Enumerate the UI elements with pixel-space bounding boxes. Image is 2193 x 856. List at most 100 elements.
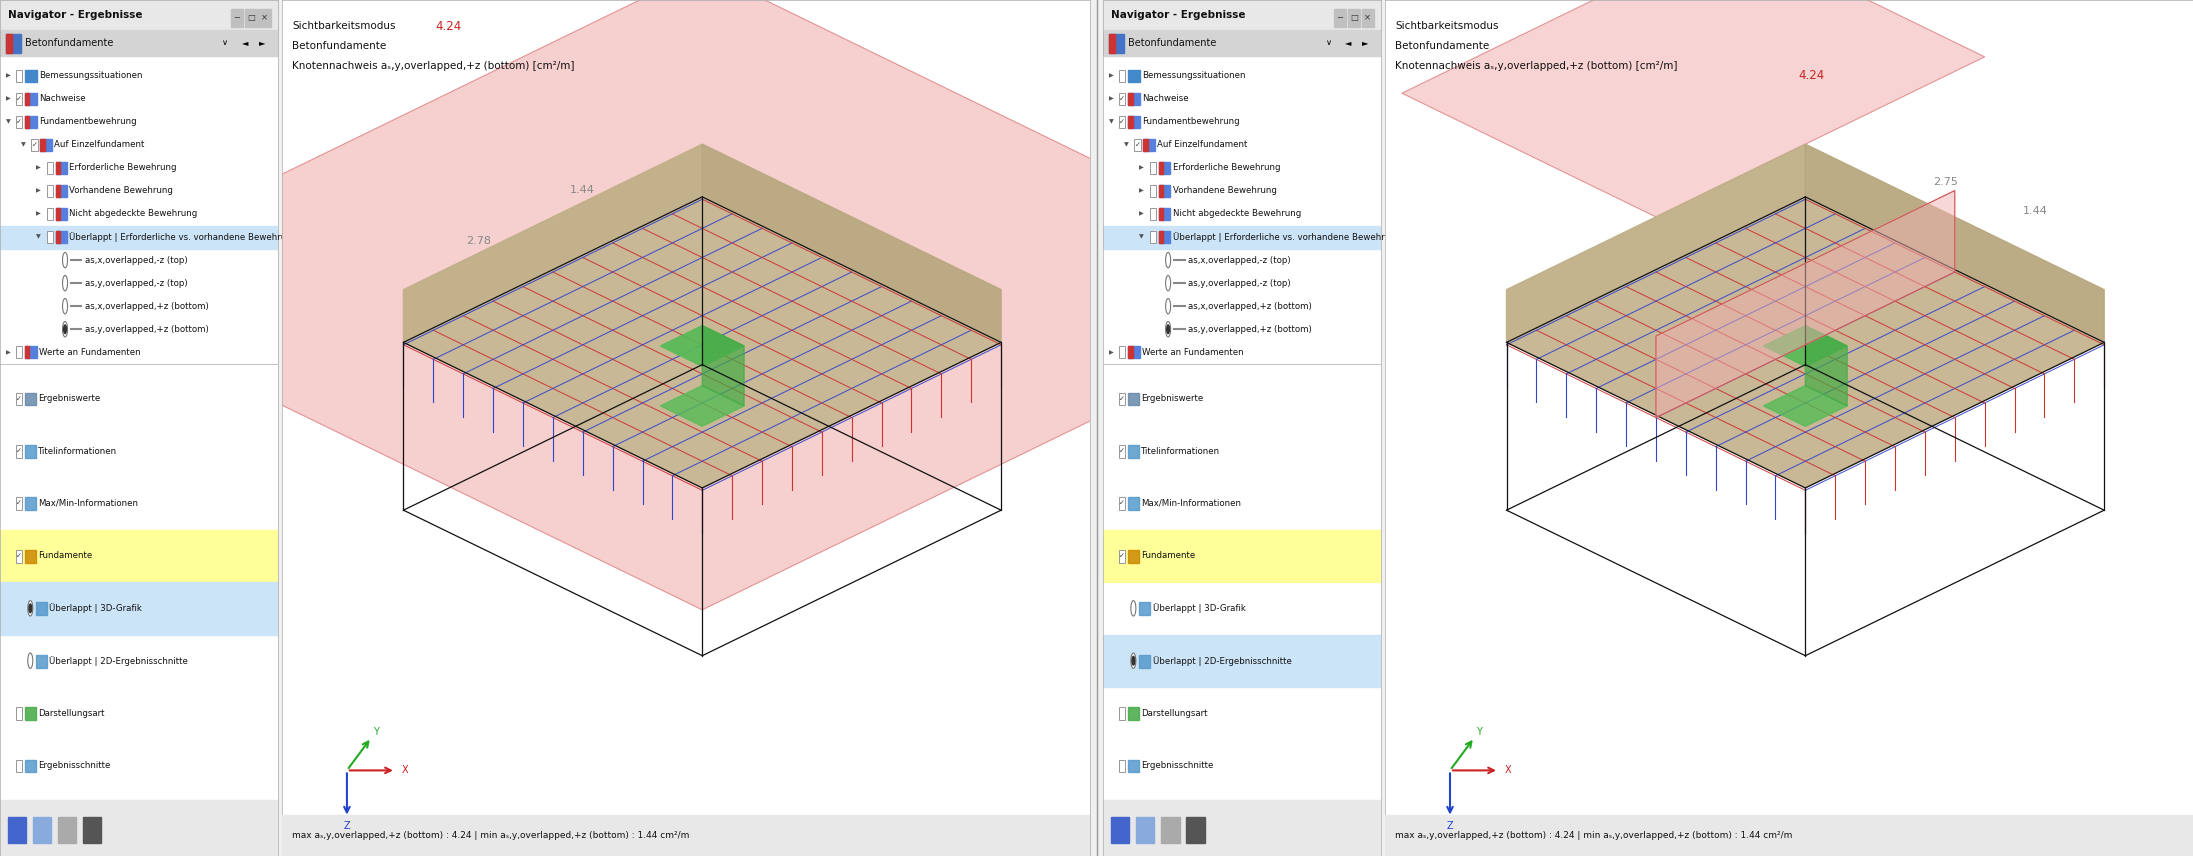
Text: Betonfundamente: Betonfundamente xyxy=(1127,38,1217,48)
Bar xyxy=(1362,9,1375,27)
Bar xyxy=(83,817,101,843)
Text: ▶: ▶ xyxy=(7,350,11,354)
Text: Darstellungsart: Darstellungsart xyxy=(1140,709,1208,717)
Text: ✓: ✓ xyxy=(15,96,22,102)
Text: Bemessungssituationen: Bemessungssituationen xyxy=(39,71,143,80)
Circle shape xyxy=(1167,322,1171,337)
Bar xyxy=(1103,225,1382,248)
Bar xyxy=(46,185,53,197)
Bar xyxy=(1134,139,1140,151)
Bar xyxy=(55,231,68,243)
Bar xyxy=(1118,497,1125,510)
Bar xyxy=(1103,530,1382,582)
Text: □: □ xyxy=(248,14,254,22)
Polygon shape xyxy=(702,325,743,406)
Bar xyxy=(1127,550,1138,562)
Text: Sichtbarkeitsmodus: Sichtbarkeitsmodus xyxy=(292,21,395,32)
Text: ✓: ✓ xyxy=(1118,395,1125,401)
Text: Fundamentbewehrung: Fundamentbewehrung xyxy=(39,117,136,127)
Bar xyxy=(1127,347,1132,359)
Circle shape xyxy=(1167,276,1171,291)
Bar xyxy=(55,162,59,174)
Bar xyxy=(1118,116,1125,128)
Bar xyxy=(24,550,35,562)
Bar xyxy=(9,817,26,843)
Bar xyxy=(1136,817,1154,843)
Bar xyxy=(15,393,22,406)
Text: Überlappt | 2D-Ergebnisschnitte: Überlappt | 2D-Ergebnisschnitte xyxy=(50,656,189,666)
Bar xyxy=(39,139,53,151)
Bar xyxy=(1103,800,1382,856)
Text: Titelinformationen: Titelinformationen xyxy=(37,447,118,455)
Text: Titelinformationen: Titelinformationen xyxy=(1140,447,1222,455)
Bar xyxy=(24,69,37,81)
Text: −: − xyxy=(1336,14,1344,22)
Text: Ergebniswerte: Ergebniswerte xyxy=(37,394,101,403)
Bar xyxy=(1118,550,1125,562)
Text: ►: ► xyxy=(1362,39,1368,47)
Bar xyxy=(1127,116,1132,128)
Bar xyxy=(1127,92,1132,104)
Bar xyxy=(1349,9,1360,27)
Text: 4.24: 4.24 xyxy=(1798,68,1825,81)
Text: Auf Einzelfundament: Auf Einzelfundament xyxy=(55,140,145,149)
Bar xyxy=(1158,231,1171,243)
Bar xyxy=(33,817,50,843)
Bar xyxy=(1118,759,1125,772)
Text: Z: Z xyxy=(344,821,351,831)
Bar xyxy=(1110,34,1114,53)
Text: Darstellungsart: Darstellungsart xyxy=(37,709,105,717)
Bar xyxy=(1103,0,1382,30)
Text: Überlappt | 3D-Grafik: Überlappt | 3D-Grafik xyxy=(1154,603,1246,613)
Bar xyxy=(24,445,35,458)
Text: ✓: ✓ xyxy=(1118,96,1125,102)
Text: Erforderliche Bewehrung: Erforderliche Bewehrung xyxy=(70,163,178,172)
Bar xyxy=(1149,208,1156,220)
Polygon shape xyxy=(404,197,1000,488)
Polygon shape xyxy=(1656,191,1954,418)
Bar xyxy=(1118,347,1125,359)
Circle shape xyxy=(64,322,68,337)
Text: Y: Y xyxy=(373,727,379,736)
Circle shape xyxy=(1132,601,1136,616)
Text: ◄: ◄ xyxy=(1344,39,1351,47)
Text: X: X xyxy=(401,765,408,776)
Bar xyxy=(259,9,272,27)
Bar xyxy=(15,707,22,720)
Bar xyxy=(55,162,68,174)
Text: ▶: ▶ xyxy=(1110,96,1114,101)
Bar xyxy=(1162,817,1180,843)
Bar xyxy=(24,707,35,720)
Bar xyxy=(1110,34,1125,53)
Text: Nicht abgedeckte Bewehrung: Nicht abgedeckte Bewehrung xyxy=(1173,210,1300,218)
Text: ▼: ▼ xyxy=(1125,142,1129,147)
Text: Navigator - Ergebnisse: Navigator - Ergebnisse xyxy=(1112,10,1246,21)
Bar xyxy=(0,582,279,634)
Text: as,y,overlapped,-z (top): as,y,overlapped,-z (top) xyxy=(86,279,186,288)
Text: ▶: ▶ xyxy=(7,74,11,78)
Text: Fundamente: Fundamente xyxy=(37,551,92,561)
Text: Betonfundamente: Betonfundamente xyxy=(1395,41,1489,51)
Text: as,x,overlapped,+z (bottom): as,x,overlapped,+z (bottom) xyxy=(86,301,208,311)
Bar xyxy=(7,34,11,53)
Text: Knotennachweis aₛ,y,overlapped,+z (bottom) [cm²/m]: Knotennachweis aₛ,y,overlapped,+z (botto… xyxy=(292,61,575,71)
Bar xyxy=(1158,208,1171,220)
Text: Nachweise: Nachweise xyxy=(39,94,86,104)
Polygon shape xyxy=(660,325,743,366)
Bar xyxy=(0,800,279,856)
Bar xyxy=(1158,185,1162,197)
Bar xyxy=(55,208,59,220)
Bar xyxy=(24,497,35,510)
Text: ▶: ▶ xyxy=(1138,165,1145,170)
Text: Sichtbarkeitsmodus: Sichtbarkeitsmodus xyxy=(1395,21,1498,32)
Bar xyxy=(55,231,59,243)
Text: ◄: ◄ xyxy=(241,39,248,47)
Bar xyxy=(46,231,53,243)
Bar xyxy=(1127,445,1138,458)
Text: Vorhandene Bewehrung: Vorhandene Bewehrung xyxy=(1173,187,1276,195)
Bar xyxy=(1143,139,1156,151)
Bar xyxy=(0,530,279,582)
Bar xyxy=(1138,655,1151,668)
Text: Max/Min-Informationen: Max/Min-Informationen xyxy=(37,499,138,508)
Text: Betonfundamente: Betonfundamente xyxy=(292,41,386,51)
